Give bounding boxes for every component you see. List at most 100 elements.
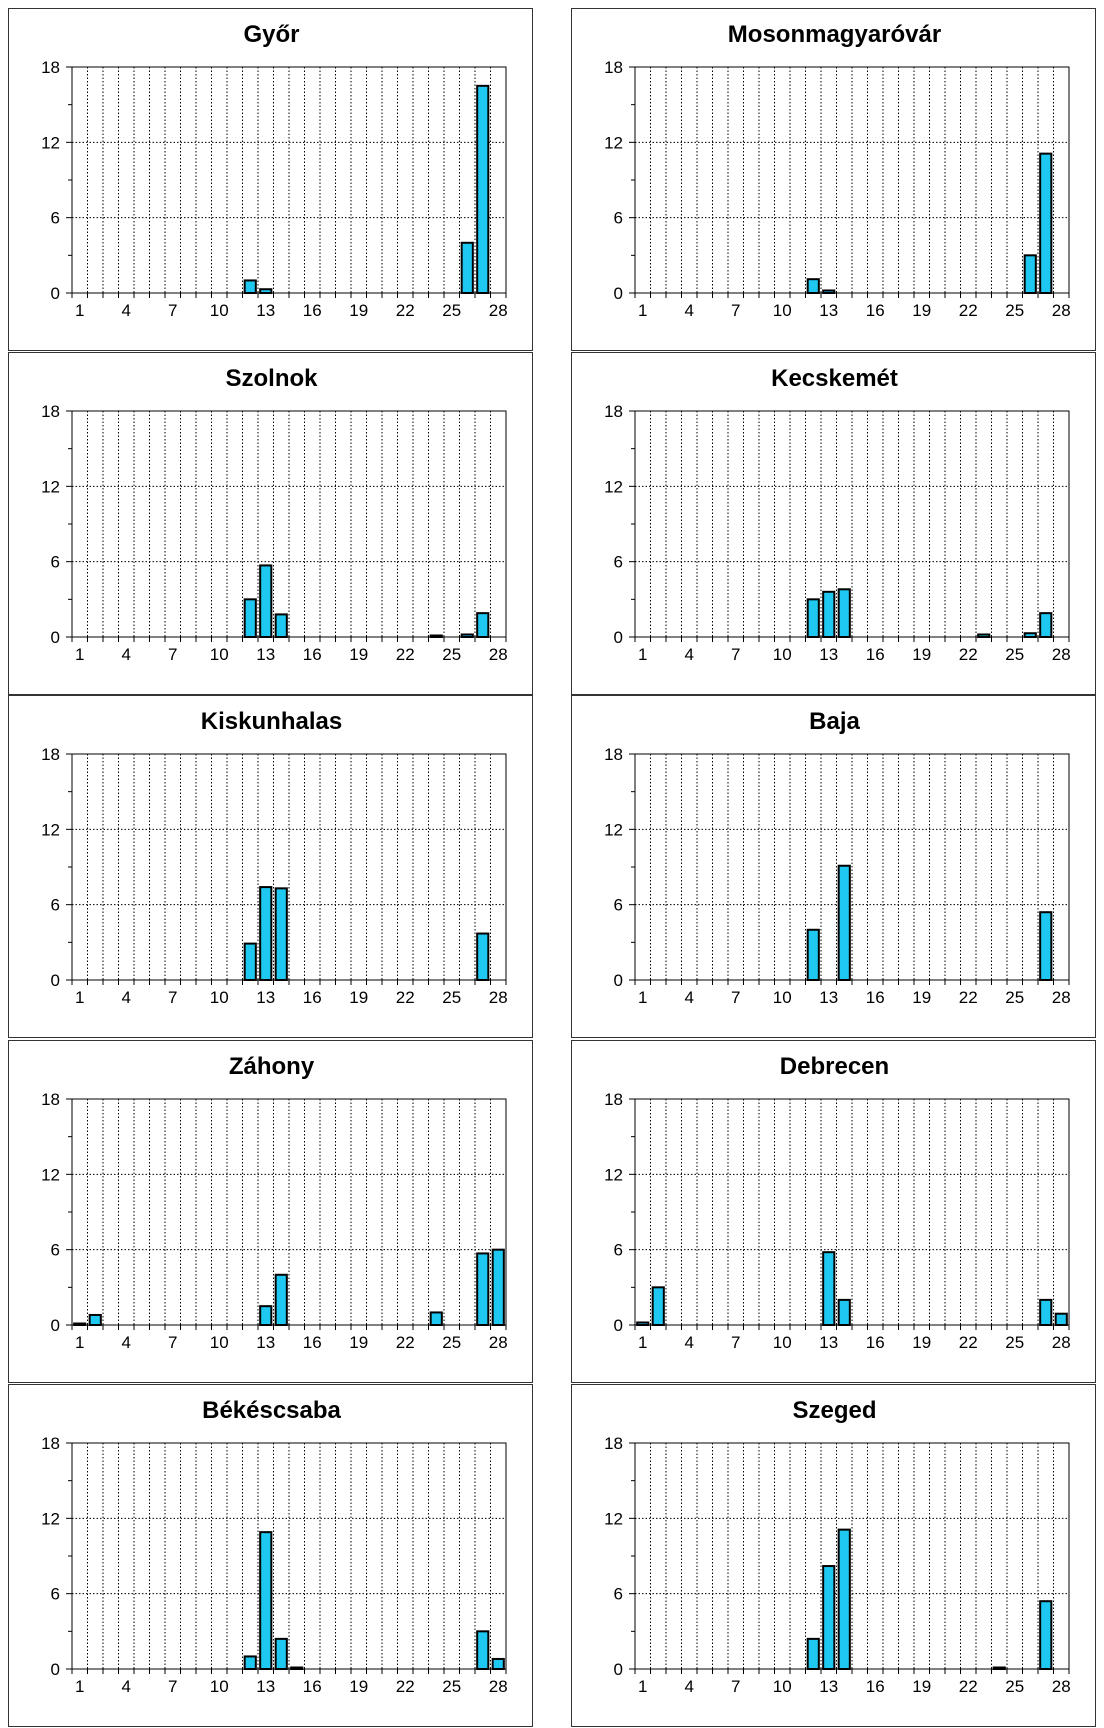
bar — [476, 612, 490, 638]
y-tick-label: 12 — [41, 1509, 60, 1528]
y-tick-label: 6 — [614, 896, 623, 915]
y-tick-label: 6 — [51, 1241, 60, 1260]
y-tick-label: 18 — [604, 1434, 623, 1453]
x-tick-label: 1 — [75, 1677, 84, 1696]
y-tick-label: 12 — [604, 1509, 623, 1528]
x-tick-label: 7 — [168, 1677, 177, 1696]
x-tick-label: 7 — [168, 988, 177, 1007]
bar — [259, 886, 273, 981]
bar — [429, 1311, 443, 1327]
chart-panel: Záhony 0 6 12 18 1 4 7 10 13 16 19 22 25 28 — [8, 1040, 533, 1383]
bar-chart: Szeged 0 6 12 18 1 4 7 10 13 16 19 22 25 28 — [604, 1397, 1071, 1696]
x-tick-label: 28 — [489, 988, 508, 1007]
x-tick-label: 28 — [1052, 1333, 1071, 1352]
y-tick-label: 12 — [604, 1165, 623, 1184]
bar — [476, 1630, 490, 1670]
bar — [822, 1565, 836, 1671]
x-tick-label: 1 — [638, 1333, 647, 1352]
x-tick-label: 25 — [442, 1333, 461, 1352]
x-tick-label: 10 — [210, 645, 229, 664]
x-tick-label: 22 — [396, 1677, 415, 1696]
x-tick-label: 7 — [731, 1677, 740, 1696]
x-tick-label: 4 — [685, 645, 694, 664]
chart-title: Szeged — [792, 1397, 876, 1424]
bar — [460, 241, 474, 294]
bar — [259, 1305, 273, 1326]
chart-title: Debrecen — [780, 1053, 889, 1080]
x-tick-label: 28 — [489, 1677, 508, 1696]
bar — [837, 1528, 851, 1670]
x-tick-label: 10 — [210, 301, 229, 320]
x-tick-label: 10 — [773, 645, 792, 664]
chart-title: Záhony — [229, 1053, 315, 1080]
x-tick-label: 19 — [349, 645, 368, 664]
y-tick-label: 18 — [604, 58, 623, 77]
x-tick-label: 22 — [396, 645, 415, 664]
x-tick-label: 4 — [122, 1677, 131, 1696]
chart-panel: Mosonmagyaróvár 0 6 12 18 1 4 7 10 13 16 19 22 25 28 — [571, 8, 1096, 351]
chart-panel: Baja 0 6 12 18 1 4 7 10 13 16 19 22 25 28 — [571, 695, 1096, 1038]
x-tick-label: 19 — [912, 988, 931, 1007]
chart-panel: Szeged 0 6 12 18 1 4 7 10 13 16 19 22 25 28 — [571, 1384, 1096, 1727]
x-tick-label: 1 — [75, 988, 84, 1007]
x-tick-label: 10 — [773, 1333, 792, 1352]
x-tick-label: 16 — [303, 301, 322, 320]
x-tick-label: 25 — [1005, 1333, 1024, 1352]
x-tick-label: 7 — [731, 645, 740, 664]
x-tick-label: 19 — [912, 1677, 931, 1696]
x-tick-label: 22 — [959, 645, 978, 664]
bar-chart: Baja 0 6 12 18 1 4 7 10 13 16 19 22 25 28 — [604, 708, 1071, 1007]
x-tick-label: 1 — [638, 1677, 647, 1696]
x-tick-label: 22 — [396, 1333, 415, 1352]
bar — [977, 633, 991, 639]
x-tick-label: 25 — [442, 1677, 461, 1696]
x-tick-label: 10 — [773, 301, 792, 320]
x-tick-label: 16 — [303, 645, 322, 664]
x-tick-label: 16 — [866, 645, 885, 664]
bar — [822, 289, 836, 295]
x-tick-label: 10 — [210, 988, 229, 1007]
x-tick-label: 16 — [303, 1677, 322, 1696]
x-tick-label: 16 — [866, 1333, 885, 1352]
chart-title: Szolnok — [225, 365, 318, 392]
chart-title: Kiskunhalas — [201, 708, 342, 735]
bar — [73, 1322, 87, 1326]
y-tick-label: 0 — [51, 284, 60, 303]
x-tick-label: 25 — [1005, 988, 1024, 1007]
chart-title: Baja — [809, 708, 860, 735]
bar — [491, 1248, 505, 1327]
x-tick-label: 4 — [685, 301, 694, 320]
x-tick-label: 1 — [75, 645, 84, 664]
bar — [274, 1637, 288, 1671]
y-tick-label: 0 — [614, 284, 623, 303]
x-tick-label: 25 — [442, 301, 461, 320]
chart-title: Kecskemét — [771, 365, 898, 392]
y-tick-label: 12 — [41, 820, 60, 839]
x-tick-label: 13 — [256, 1333, 275, 1352]
x-tick-label: 19 — [349, 301, 368, 320]
y-tick-label: 0 — [614, 628, 623, 647]
x-tick-label: 1 — [75, 1333, 84, 1352]
bar — [806, 598, 820, 638]
bar — [837, 864, 851, 981]
x-tick-label: 1 — [638, 988, 647, 1007]
x-tick-label: 22 — [959, 988, 978, 1007]
x-tick-label: 10 — [773, 988, 792, 1007]
x-tick-label: 13 — [819, 1333, 838, 1352]
x-tick-label: 19 — [349, 988, 368, 1007]
y-tick-label: 6 — [51, 1585, 60, 1604]
bar — [243, 279, 257, 295]
chart-title: Békéscsaba — [202, 1397, 341, 1424]
x-tick-label: 4 — [685, 1677, 694, 1696]
x-tick-label: 16 — [303, 1333, 322, 1352]
x-tick-label: 4 — [122, 301, 131, 320]
x-tick-label: 1 — [638, 645, 647, 664]
y-tick-label: 12 — [41, 1165, 60, 1184]
x-tick-label: 25 — [1005, 645, 1024, 664]
bar — [651, 1286, 665, 1326]
bar — [476, 932, 490, 982]
x-tick-label: 7 — [731, 301, 740, 320]
bar — [1039, 1600, 1053, 1670]
y-tick-label: 6 — [51, 553, 60, 572]
x-tick-label: 16 — [866, 988, 885, 1007]
